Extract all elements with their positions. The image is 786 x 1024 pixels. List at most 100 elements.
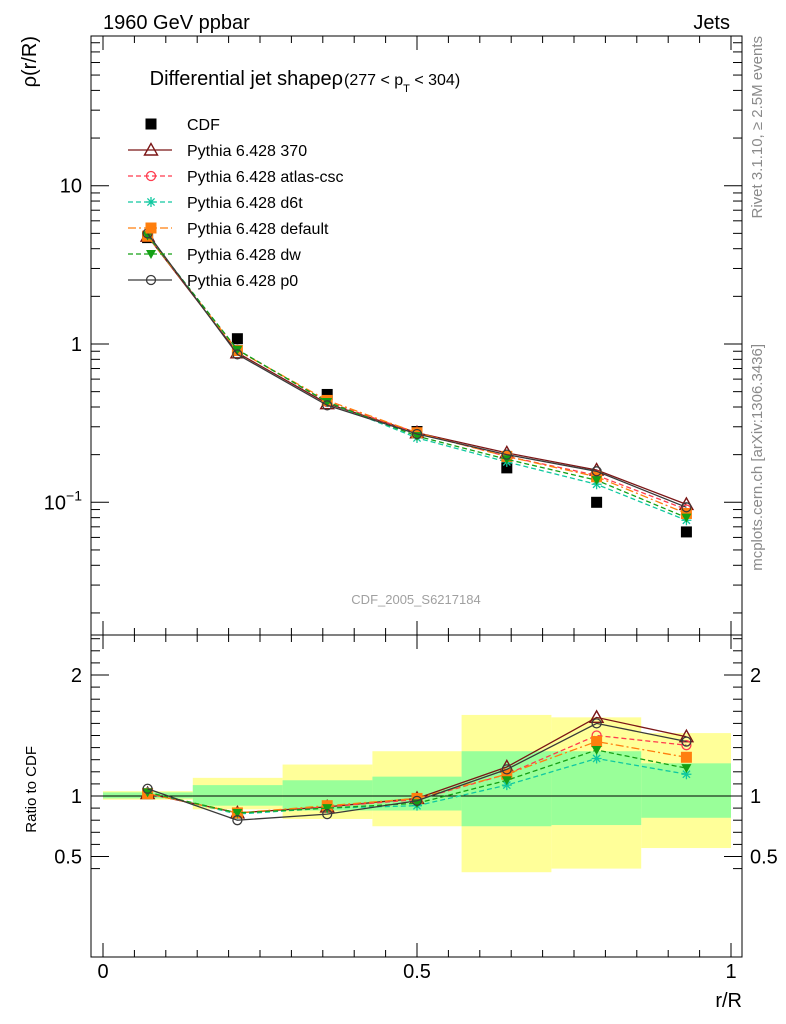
ratio-y-tick-label-left: 0.5 — [54, 847, 82, 869]
x-tick-label: 1 — [725, 961, 736, 983]
ratio-data-point — [232, 815, 243, 826]
ratio-data-point — [411, 792, 423, 804]
main-series-6 — [142, 228, 692, 513]
legend-entry: Pythia 6.428 p0 — [128, 273, 298, 290]
ratio-data-point — [681, 740, 692, 751]
main-data-point — [501, 449, 512, 460]
main-plot-area — [139, 228, 695, 538]
main-data-point — [680, 526, 692, 538]
legend-entry: Pythia 6.428 atlas-csc — [128, 169, 344, 186]
ratio-data-point — [591, 736, 603, 748]
main-y-tick-label-exponent: −1 — [66, 487, 82, 503]
ratio-y-tick-label-left: 1 — [71, 786, 82, 808]
ratio-plot-panel: 2 2 1 1 0.5 0.5 0 0.5 1 Ratio to CDF r/R — [23, 634, 778, 1012]
main-data-point — [321, 388, 333, 400]
legend-label: Pythia 6.428 dw — [187, 247, 301, 264]
legend-entry: Pythia 6.428 d6t — [128, 195, 303, 212]
main-data-point — [501, 462, 513, 474]
x-tick-label: 0.5 — [403, 961, 431, 983]
legend-label: Pythia 6.428 d6t — [187, 195, 303, 212]
ratio-y-tick-label-right: 2 — [750, 665, 761, 687]
x-tick-label: 0 — [97, 961, 108, 983]
ratio-data-point — [678, 728, 695, 743]
main-y-tick-label: 1 — [71, 334, 82, 356]
ratio-plot-area — [139, 709, 695, 826]
ratio-data-point — [501, 764, 512, 775]
header-right: Jets — [693, 12, 730, 34]
legend-marker — [146, 250, 156, 259]
mcplots-label: mcplots.cern.ch [arXiv:1306.3436] — [749, 344, 766, 571]
main-y-tick-label-base: 10 — [60, 176, 82, 198]
legend-entry: Pythia 6.428 dw — [128, 247, 301, 264]
ratio-data-point — [322, 804, 333, 814]
ratio-data-point — [681, 764, 692, 774]
main-data-point — [591, 496, 603, 508]
ratio-y-axis-label: Ratio to CDF — [23, 746, 40, 833]
ratio-data-point — [232, 808, 243, 818]
header-left: 1960 GeV ppbar — [103, 12, 250, 34]
legend-marker — [145, 118, 157, 130]
ratio-data-point — [588, 709, 605, 724]
ratio-data-point — [591, 753, 602, 764]
ratio-data-point — [322, 809, 333, 820]
main-data-point — [142, 231, 153, 241]
legend-label: Pythia 6.428 370 — [187, 143, 307, 160]
main-y-axis-label: ρ(r/R) — [19, 36, 41, 87]
plot-title-rho: ρ — [332, 68, 343, 90]
ratio-data-point — [681, 736, 692, 747]
legend-label: Pythia 6.428 atlas-csc — [187, 169, 344, 186]
main-data-point — [681, 502, 692, 513]
x-axis-label: r/R — [715, 990, 742, 1012]
ratio-y-tick-label-right: 0.5 — [750, 847, 778, 869]
legend-entry: Pythia 6.428 370 — [128, 142, 307, 160]
legend-entry: Pythia 6.428 default — [128, 221, 329, 238]
ratio-data-point — [591, 718, 602, 729]
main-data-point — [411, 428, 423, 440]
legend-label: CDF — [187, 117, 220, 134]
legend: CDF Pythia 6.428 370 Pythia 6.428 atlas-cs… — [128, 117, 344, 290]
legend-label: Pythia 6.428 default — [187, 221, 329, 238]
main-y-tick-label-base: 1 — [71, 334, 82, 356]
legend-entry: CDF — [145, 117, 220, 134]
plot-title-range-pre: (277 < p — [344, 72, 403, 89]
ratio-y-tick-label-left: 2 — [71, 665, 82, 687]
main-y-tick-label: 10 — [60, 176, 82, 198]
plot-title-range: (277 < pT < 304) — [344, 72, 460, 95]
legend-label: Pythia 6.428 p0 — [187, 273, 298, 290]
legend-marker — [145, 170, 157, 182]
legend-marker — [146, 197, 156, 207]
main-data-point — [681, 513, 692, 523]
ratio-data-point — [501, 776, 512, 786]
analysis-watermark: CDF_2005_S6217184 — [351, 592, 480, 607]
ratio-data-point — [411, 795, 423, 806]
main-data-point — [231, 333, 243, 345]
ratio-data-point — [142, 783, 153, 794]
legend-marker — [145, 274, 157, 286]
main-data-point — [591, 466, 602, 477]
plot-title: Differential jet shapeρ — [150, 68, 343, 90]
legend-marker — [143, 142, 159, 156]
ratio-y-tick-label-right: 1 — [750, 786, 761, 808]
legend-marker — [145, 222, 157, 234]
main-data-point — [680, 507, 692, 519]
ratio-series-5 — [142, 718, 692, 826]
inner-band-bin — [192, 785, 283, 806]
main-data-point — [322, 398, 333, 408]
ratio-series-line — [147, 722, 687, 821]
main-y-tick-label: 10−1 — [44, 487, 82, 514]
ratio-data-point — [680, 751, 692, 763]
plot-title-text: Differential jet shape — [150, 68, 332, 90]
main-y-tick-label-base: 10 — [44, 492, 66, 514]
ratio-data-point — [591, 746, 602, 756]
plot-title-range-post: < 304) — [410, 72, 460, 89]
main-data-point — [322, 400, 333, 411]
main-series-1 — [139, 228, 695, 511]
main-data-point — [591, 476, 602, 486]
ratio-data-point — [681, 769, 692, 780]
main-series-line — [147, 233, 687, 508]
plot-title-range-sub: T — [403, 83, 410, 95]
main-data-point — [232, 349, 243, 360]
rivet-version-label: Rivet 3.1.10, ≥ 2.5M events — [749, 36, 766, 219]
